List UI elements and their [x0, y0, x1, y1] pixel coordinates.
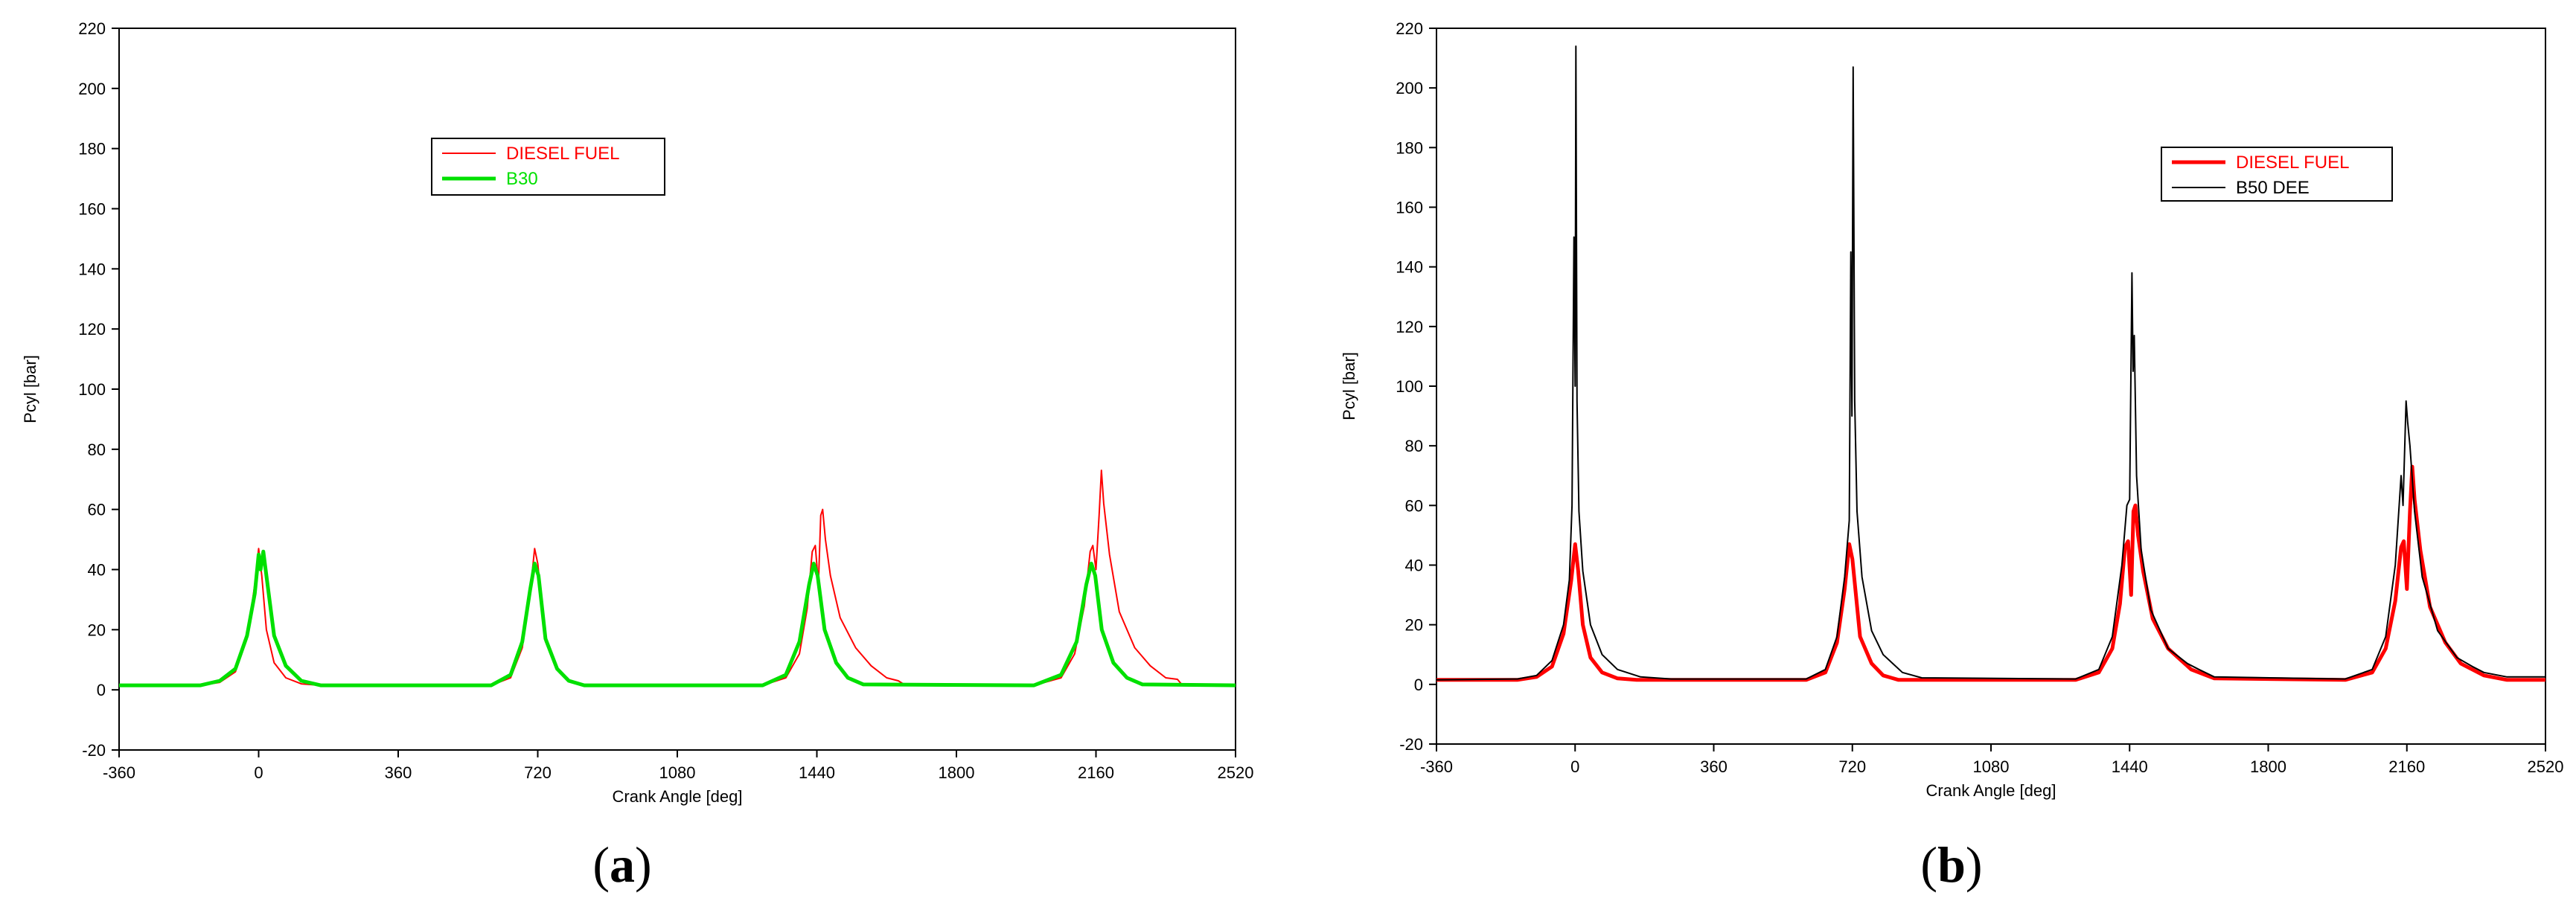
x-axis-label: Crank Angle [deg]	[613, 787, 743, 806]
x-tick-label: 1800	[2250, 757, 2286, 776]
y-tick-label: 200	[1396, 79, 1423, 97]
legend-entry-label: B30	[506, 169, 538, 189]
y-tick-label: 160	[1396, 199, 1423, 217]
y-tick-label: 140	[1396, 258, 1423, 277]
y-tick-label: 20	[88, 621, 106, 639]
y-tick-label: 0	[1414, 676, 1423, 694]
y-tick-label: 200	[78, 80, 106, 98]
y-tick-label: -20	[82, 741, 106, 760]
chart-panel-a: -20 0 20 40 60 80 100 120 140 160 180 200 220 -360 0 36…	[21, 19, 1253, 893]
legend: DIESEL FUEL B50 DEE	[2161, 147, 2393, 202]
y-tick-label: 120	[78, 320, 106, 339]
plot-area	[1436, 28, 2546, 745]
x-tick-label: 360	[385, 763, 412, 782]
y-tick-label: 20	[1405, 616, 1423, 635]
y-tick-label: 100	[78, 380, 106, 399]
x-tick-label: 720	[524, 763, 552, 782]
y-tick-label: 0	[97, 681, 106, 699]
x-tick-label: 1800	[939, 763, 975, 782]
x-tick-label: 1440	[799, 763, 835, 782]
y-tick-label: 80	[88, 440, 106, 459]
legend-box	[431, 138, 665, 196]
y-tick-label: 220	[1396, 19, 1423, 38]
y-tick-label: -20	[1399, 735, 1423, 754]
x-tick-label: 2520	[1218, 763, 1254, 782]
y-tick-label: 60	[1405, 496, 1423, 515]
y-tick-label: 160	[78, 200, 106, 219]
chart-panel-b: -20 0 20 40 60 80 100 120 140 160 180 200 220 -360 0 36…	[1340, 19, 2563, 893]
y-tick-label: 120	[1396, 318, 1423, 336]
x-tick-label: 720	[1838, 757, 1866, 776]
x-tick-label: -360	[1420, 757, 1453, 776]
y-tick-label: 140	[78, 260, 106, 278]
y-axis-label: Pcyl [bar]	[1340, 352, 1358, 420]
x-tick-label: 360	[1700, 757, 1728, 776]
x-tick-label: 0	[254, 763, 263, 782]
y-tick-label: 180	[1396, 138, 1423, 157]
legend-entry-label: DIESEL FUEL	[506, 144, 620, 164]
series-line-b50-dee	[1436, 45, 2545, 681]
x-tick-label: 2160	[1078, 763, 1114, 782]
series-line-diesel-fuel	[1436, 464, 2545, 682]
legend-entry-label: DIESEL FUEL	[2236, 153, 2350, 173]
legend-box	[2161, 147, 2393, 202]
plot-area	[118, 28, 1236, 751]
y-tick-label: 40	[1405, 557, 1423, 575]
y-tick-label: 180	[78, 140, 106, 158]
y-axis-label: Pcyl [bar]	[21, 355, 39, 423]
legend-entry-label: B50 DEE	[2236, 178, 2310, 198]
series-line-b30	[119, 549, 1236, 687]
x-tick-label: 2520	[2528, 757, 2564, 776]
x-tick-label: 1440	[2112, 757, 2148, 776]
x-tick-label: 0	[1570, 757, 1579, 776]
panel-label: (b)	[1920, 836, 1982, 893]
y-tick-label: 40	[88, 561, 106, 580]
y-tick-label: 60	[88, 501, 106, 519]
series-line-diesel-fuel	[119, 469, 1236, 687]
x-tick-label: 1080	[1973, 757, 2010, 776]
y-tick-label: 100	[1396, 377, 1423, 396]
y-tick-label: 220	[78, 19, 106, 38]
x-tick-label: 1080	[659, 763, 696, 782]
x-axis-label: Crank Angle [deg]	[1926, 781, 2056, 800]
panel-label: (a)	[592, 836, 651, 893]
x-tick-label: 2160	[2388, 757, 2425, 776]
legend: DIESEL FUEL B30	[431, 138, 665, 196]
y-tick-label: 80	[1405, 437, 1423, 455]
x-tick-label: -360	[103, 763, 135, 782]
